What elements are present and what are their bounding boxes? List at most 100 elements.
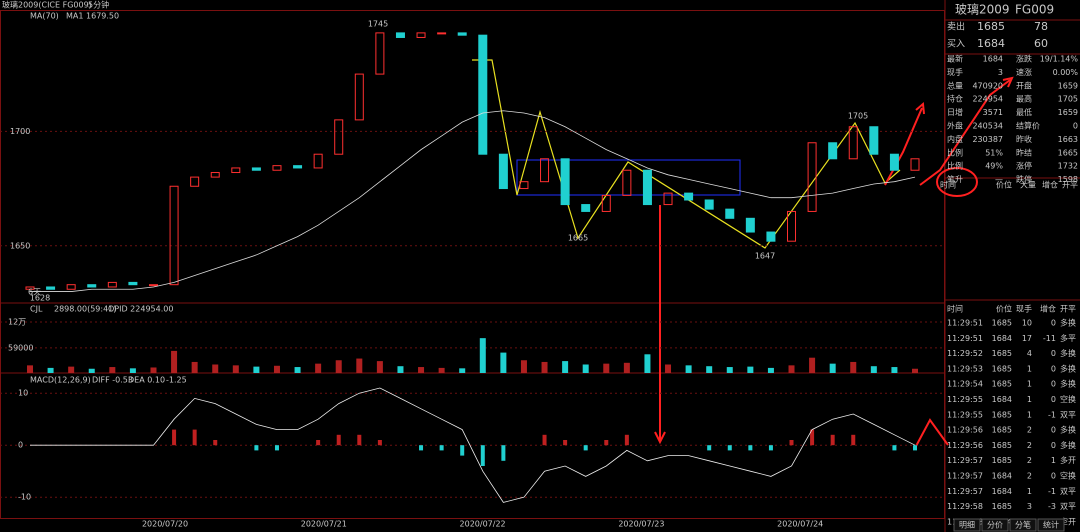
label: 2898.00(59:41): [54, 305, 116, 314]
macd-bar: [480, 445, 485, 466]
label: 1685: [977, 20, 1005, 33]
label: 11:29:57: [947, 456, 983, 465]
label: 多换: [1060, 379, 1076, 389]
volume-bar: [665, 364, 672, 373]
label: DEA 0.10: [128, 376, 165, 385]
label: 2020/07/24: [777, 520, 823, 529]
label: 1685: [992, 319, 1012, 328]
label: 1598: [1058, 175, 1078, 184]
volume-bar: [706, 366, 713, 373]
label: 比例: [947, 161, 963, 171]
label: 增仓: [1042, 180, 1058, 190]
label: 2020/07/21: [301, 520, 347, 529]
tab[interactable]: [1037, 518, 1065, 532]
label: 笔升: [947, 174, 963, 184]
label: 1684: [992, 395, 1012, 404]
label: 4: [1027, 349, 1032, 358]
macd-bar: [501, 445, 506, 461]
candle: [293, 165, 303, 169]
candle: [416, 32, 426, 38]
macd-bar: [830, 434, 835, 446]
label: 12万: [8, 318, 26, 327]
label: 时间: [947, 304, 963, 314]
volume-bar: [520, 360, 527, 373]
volume-bar: [747, 366, 754, 373]
label: 最低: [1016, 107, 1032, 117]
tab[interactable]: [981, 518, 1009, 532]
label: 玻璃2009(CICE FG009): [2, 0, 92, 10]
label: 0: [1051, 349, 1056, 358]
label: 涨停: [1016, 161, 1032, 171]
label: 卖出: [947, 21, 965, 33]
label: 内盘: [947, 134, 963, 144]
label: 0: [1051, 441, 1056, 450]
label: 240534: [972, 122, 1003, 131]
volume-bar: [603, 363, 610, 373]
label: -1: [1048, 487, 1056, 496]
label: 60: [1034, 37, 1048, 50]
volume-bar: [912, 368, 918, 373]
diff-line: [30, 387, 916, 503]
label: FG009: [1015, 3, 1054, 17]
label: 明细: [959, 520, 975, 530]
candle: [519, 181, 529, 190]
label: 跌停: [1016, 174, 1032, 184]
label: 空换: [1060, 471, 1076, 481]
label: 1685: [992, 410, 1012, 419]
label: 1685: [992, 502, 1012, 511]
label: 11:29:56: [947, 426, 983, 435]
label: 开平: [1060, 305, 1076, 314]
macd-bar: [274, 445, 279, 451]
candle: [190, 176, 200, 187]
label: 5分钟: [88, 0, 109, 10]
label: 多换: [1060, 348, 1076, 358]
ma-line: [30, 110, 916, 292]
volume-bar: [850, 361, 857, 373]
macd-bar: [892, 445, 897, 451]
label: 双平: [1060, 502, 1076, 511]
volume-bar: [68, 366, 75, 373]
candle: [540, 158, 550, 183]
candle: [375, 32, 385, 75]
label: 多换: [1060, 363, 1076, 373]
macd-bar: [851, 434, 856, 446]
label: 0: [1051, 319, 1056, 328]
volume-bar: [726, 367, 733, 373]
label: 1685: [992, 426, 1012, 435]
macd-bar: [336, 434, 341, 446]
label: 统计: [1043, 520, 1059, 530]
label: 空换: [1060, 394, 1076, 404]
label: 1685: [992, 456, 1012, 465]
candle: [478, 34, 488, 155]
volume-bar: [88, 368, 95, 373]
candle: [107, 281, 117, 288]
volume-bar: [129, 368, 136, 373]
candle: [601, 194, 611, 212]
label: 速涨: [1016, 67, 1032, 77]
macd-bar: [254, 445, 259, 451]
label: 多换: [1060, 440, 1076, 450]
label: 分笔: [1015, 520, 1031, 530]
candle: [313, 153, 323, 169]
label: 1: [1027, 395, 1032, 404]
tab[interactable]: [1009, 518, 1037, 532]
label: 0: [1051, 364, 1056, 373]
volume-bar: [253, 366, 260, 373]
tab[interactable]: [953, 518, 981, 532]
label: 0: [1051, 426, 1056, 435]
candle: [437, 32, 447, 35]
candle: [787, 210, 797, 242]
label: OPID 224954.00: [108, 305, 173, 314]
label: 17: [1022, 334, 1032, 343]
volume-bar: [273, 365, 280, 373]
volume-bar: [397, 366, 404, 373]
label: 1: [1027, 380, 1032, 389]
macd-bar: [213, 440, 218, 446]
candle: [684, 192, 694, 201]
volume-bar: [212, 364, 219, 373]
macd-bar: [604, 440, 609, 446]
arrows: [654, 76, 1014, 449]
label: 11:29:57: [947, 487, 983, 496]
label: 10: [1022, 319, 1032, 328]
label: 最高: [1016, 94, 1032, 104]
